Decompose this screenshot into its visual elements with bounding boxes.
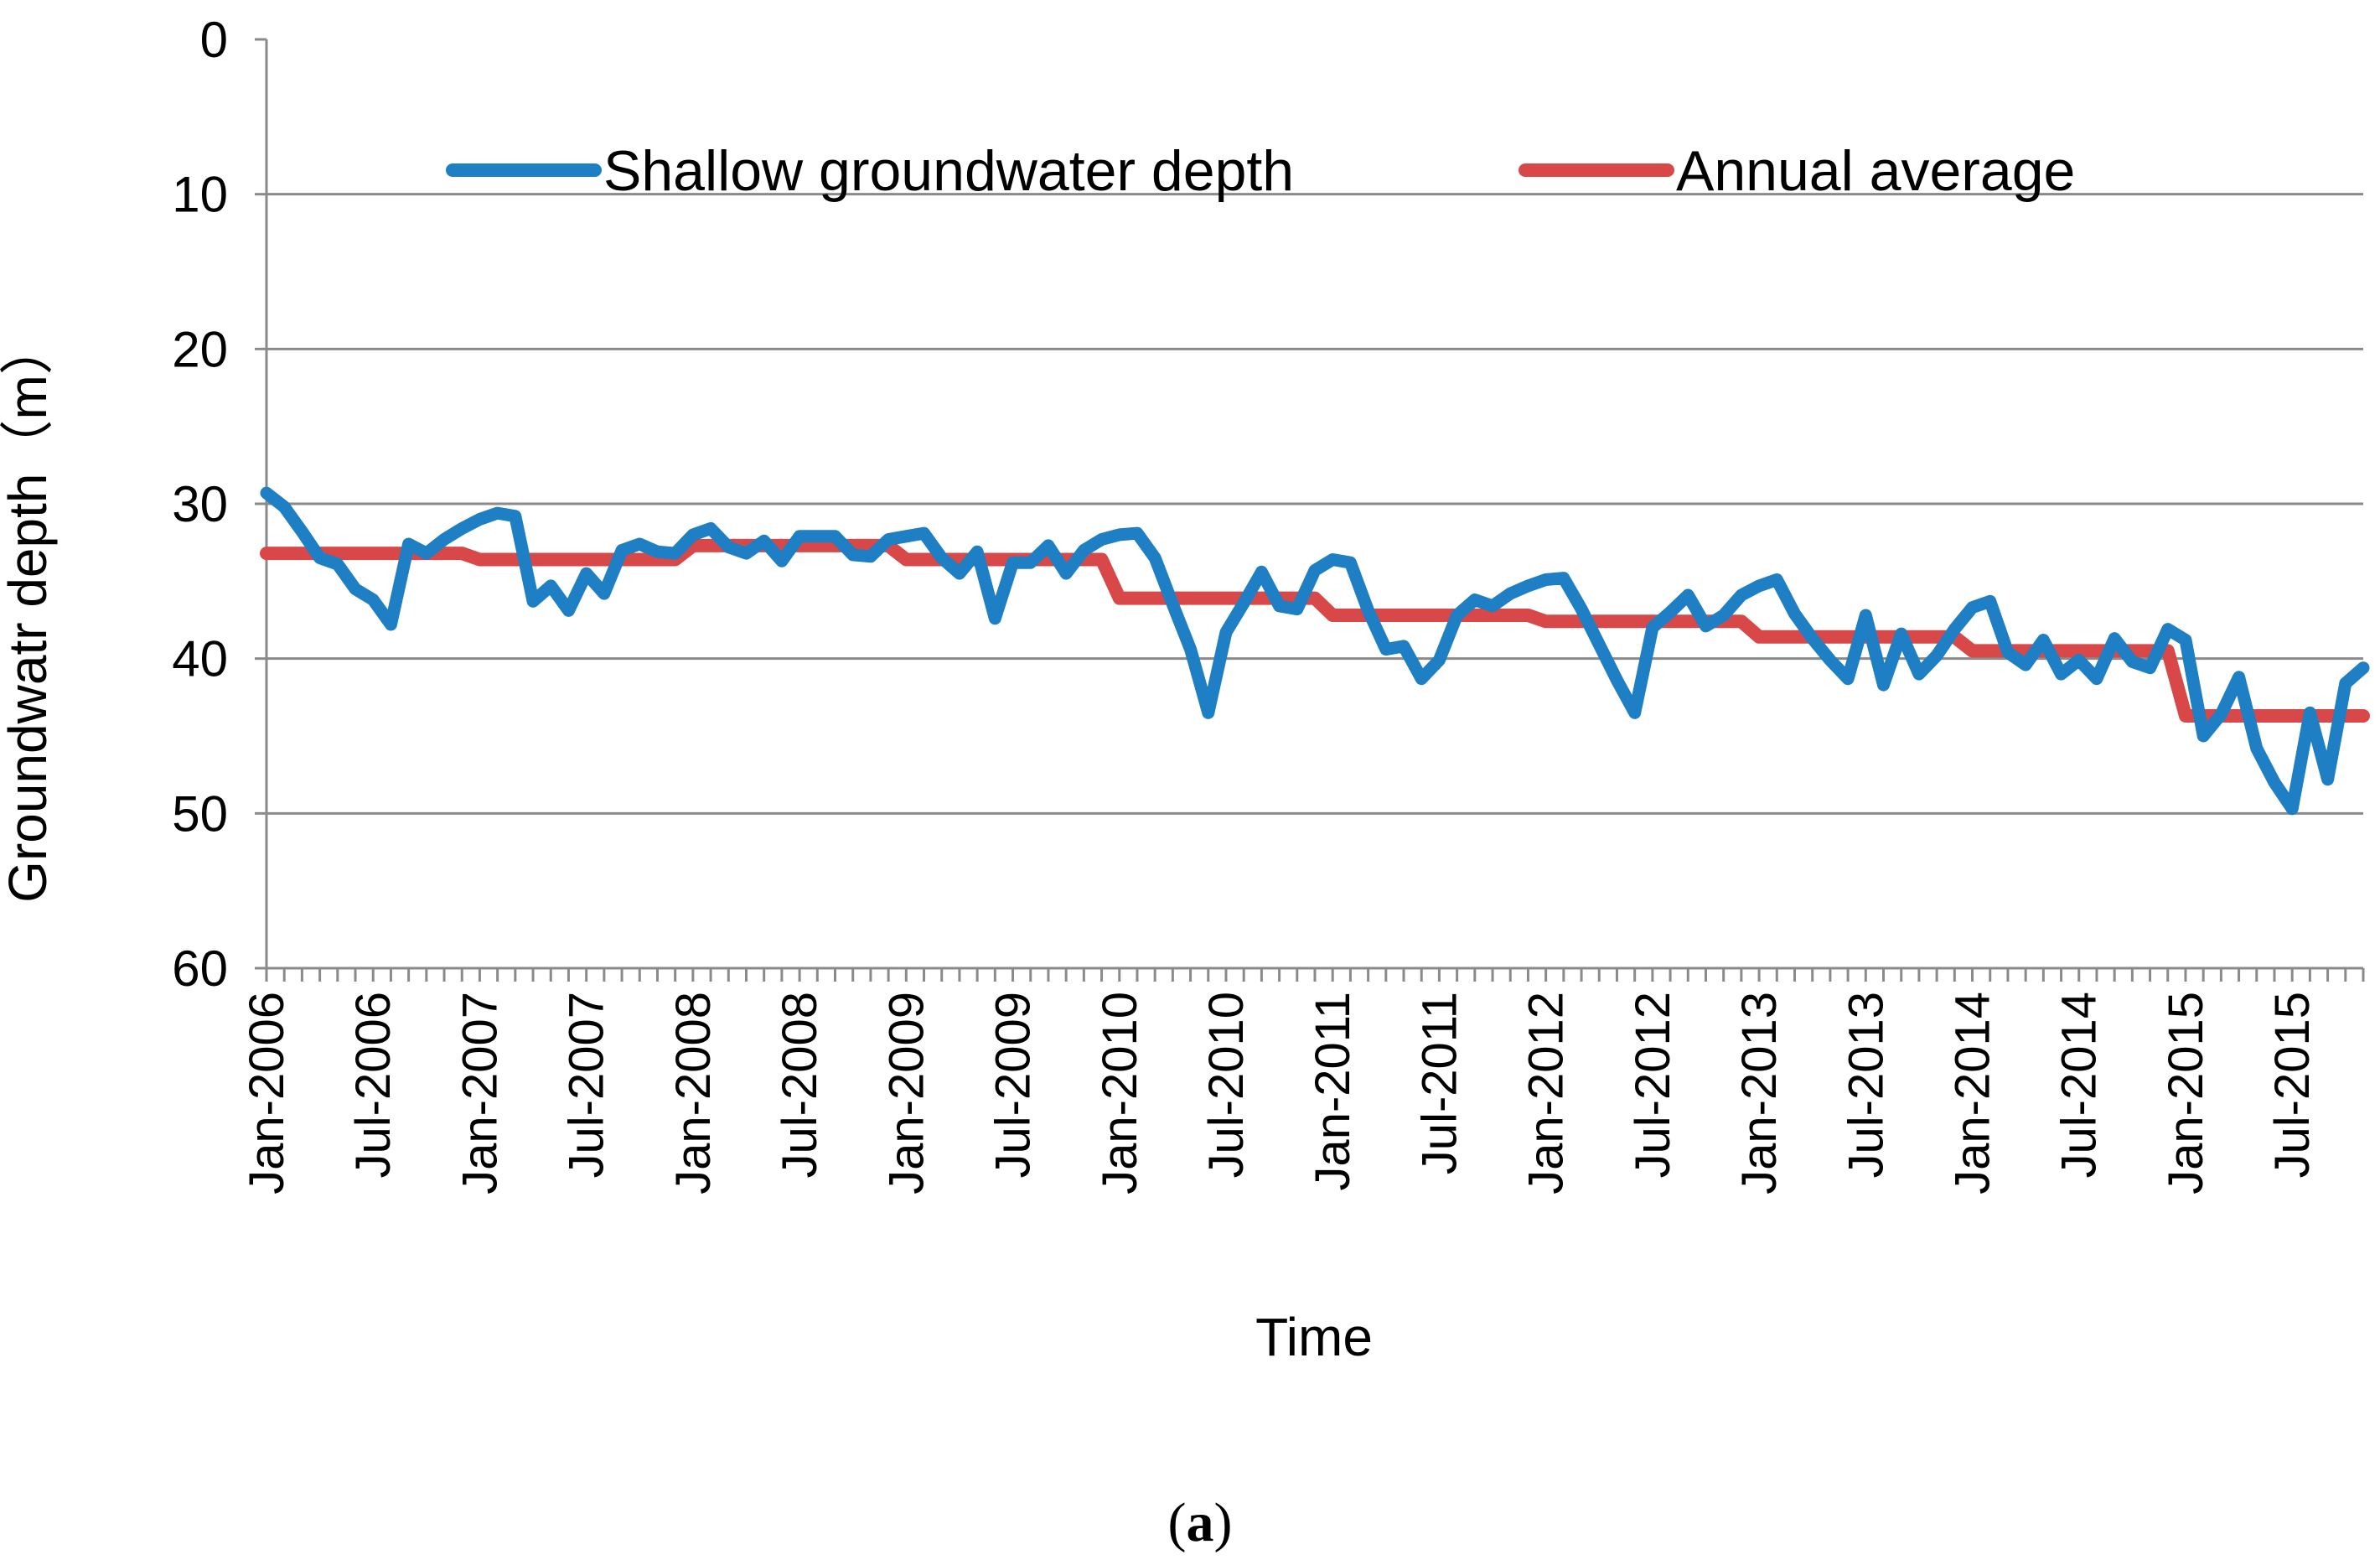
figure-caption: (a) [1168,1492,1233,1553]
caption-open: ( [1168,1492,1187,1553]
x-tick-label: Jan-2013 [1732,992,1787,1195]
series-shallow-groundwater-depth [260,486,2370,816]
y-tick-label: 10 [172,167,228,223]
x-axis-title: Time [1255,1307,1373,1367]
x-axis-ticks: Jan-2006 Jul-2006 Jan-2007 Jul-2007 Jan-2008… [240,968,2365,1195]
legend-gap-left [1416,134,1508,193]
x-tick-label: Jan-2014 [1946,992,2000,1195]
series-group [260,486,2370,816]
x-tick-label: Jan-2010 [1093,992,1147,1195]
x-tick-label: Jul-2012 [1626,992,1680,1178]
x-tick-label: Jan-2008 [666,992,721,1195]
x-tick-label: Jan-2015 [2159,992,2213,1195]
y-tick-label: 60 [172,941,228,997]
legend-gap-right [2112,134,2221,193]
x-tick-label: Jan-2006 [240,992,294,1195]
y-tick-label: 50 [172,785,228,842]
x-tick-label: Jul-2011 [1412,992,1467,1174]
legend: Shallow groundwater depth Annual average [446,134,2221,203]
x-tick-label: Jan-2007 [453,992,507,1195]
legend-label-annual: Annual average [1676,139,2075,203]
y-tick-label: 20 [172,321,228,377]
x-tick-label: Jul-2010 [1199,992,1254,1178]
y-axis-ticks: 0 10 20 30 40 50 60 [172,12,266,997]
x-tick-label: Jan-2012 [1519,992,1574,1195]
x-tick-label: Jan-2009 [879,992,934,1195]
x-tick-label: Jul-2006 [346,992,401,1178]
y-tick-label: 30 [172,476,228,532]
x-tick-label: Jul-2015 [2265,992,2320,1178]
legend-label-shallow: Shallow groundwater depth [603,139,1294,203]
y-tick-label: 0 [200,12,228,68]
x-tick-label: Jul-2008 [773,992,827,1178]
x-tick-label: Jul-2013 [1839,992,1893,1178]
y-axis-title: Groundwatr depth（m） [0,321,58,903]
x-tick-label: Jul-2009 [986,992,1041,1178]
y-tick-label: 40 [172,631,228,687]
x-tick-label: Jan-2011 [1306,992,1360,1191]
x-tick-label: Jul-2014 [2052,992,2107,1178]
caption-label: a [1187,1492,1214,1553]
caption-close: ) [1214,1492,1233,1553]
x-tick-label: Jul-2007 [560,992,614,1178]
